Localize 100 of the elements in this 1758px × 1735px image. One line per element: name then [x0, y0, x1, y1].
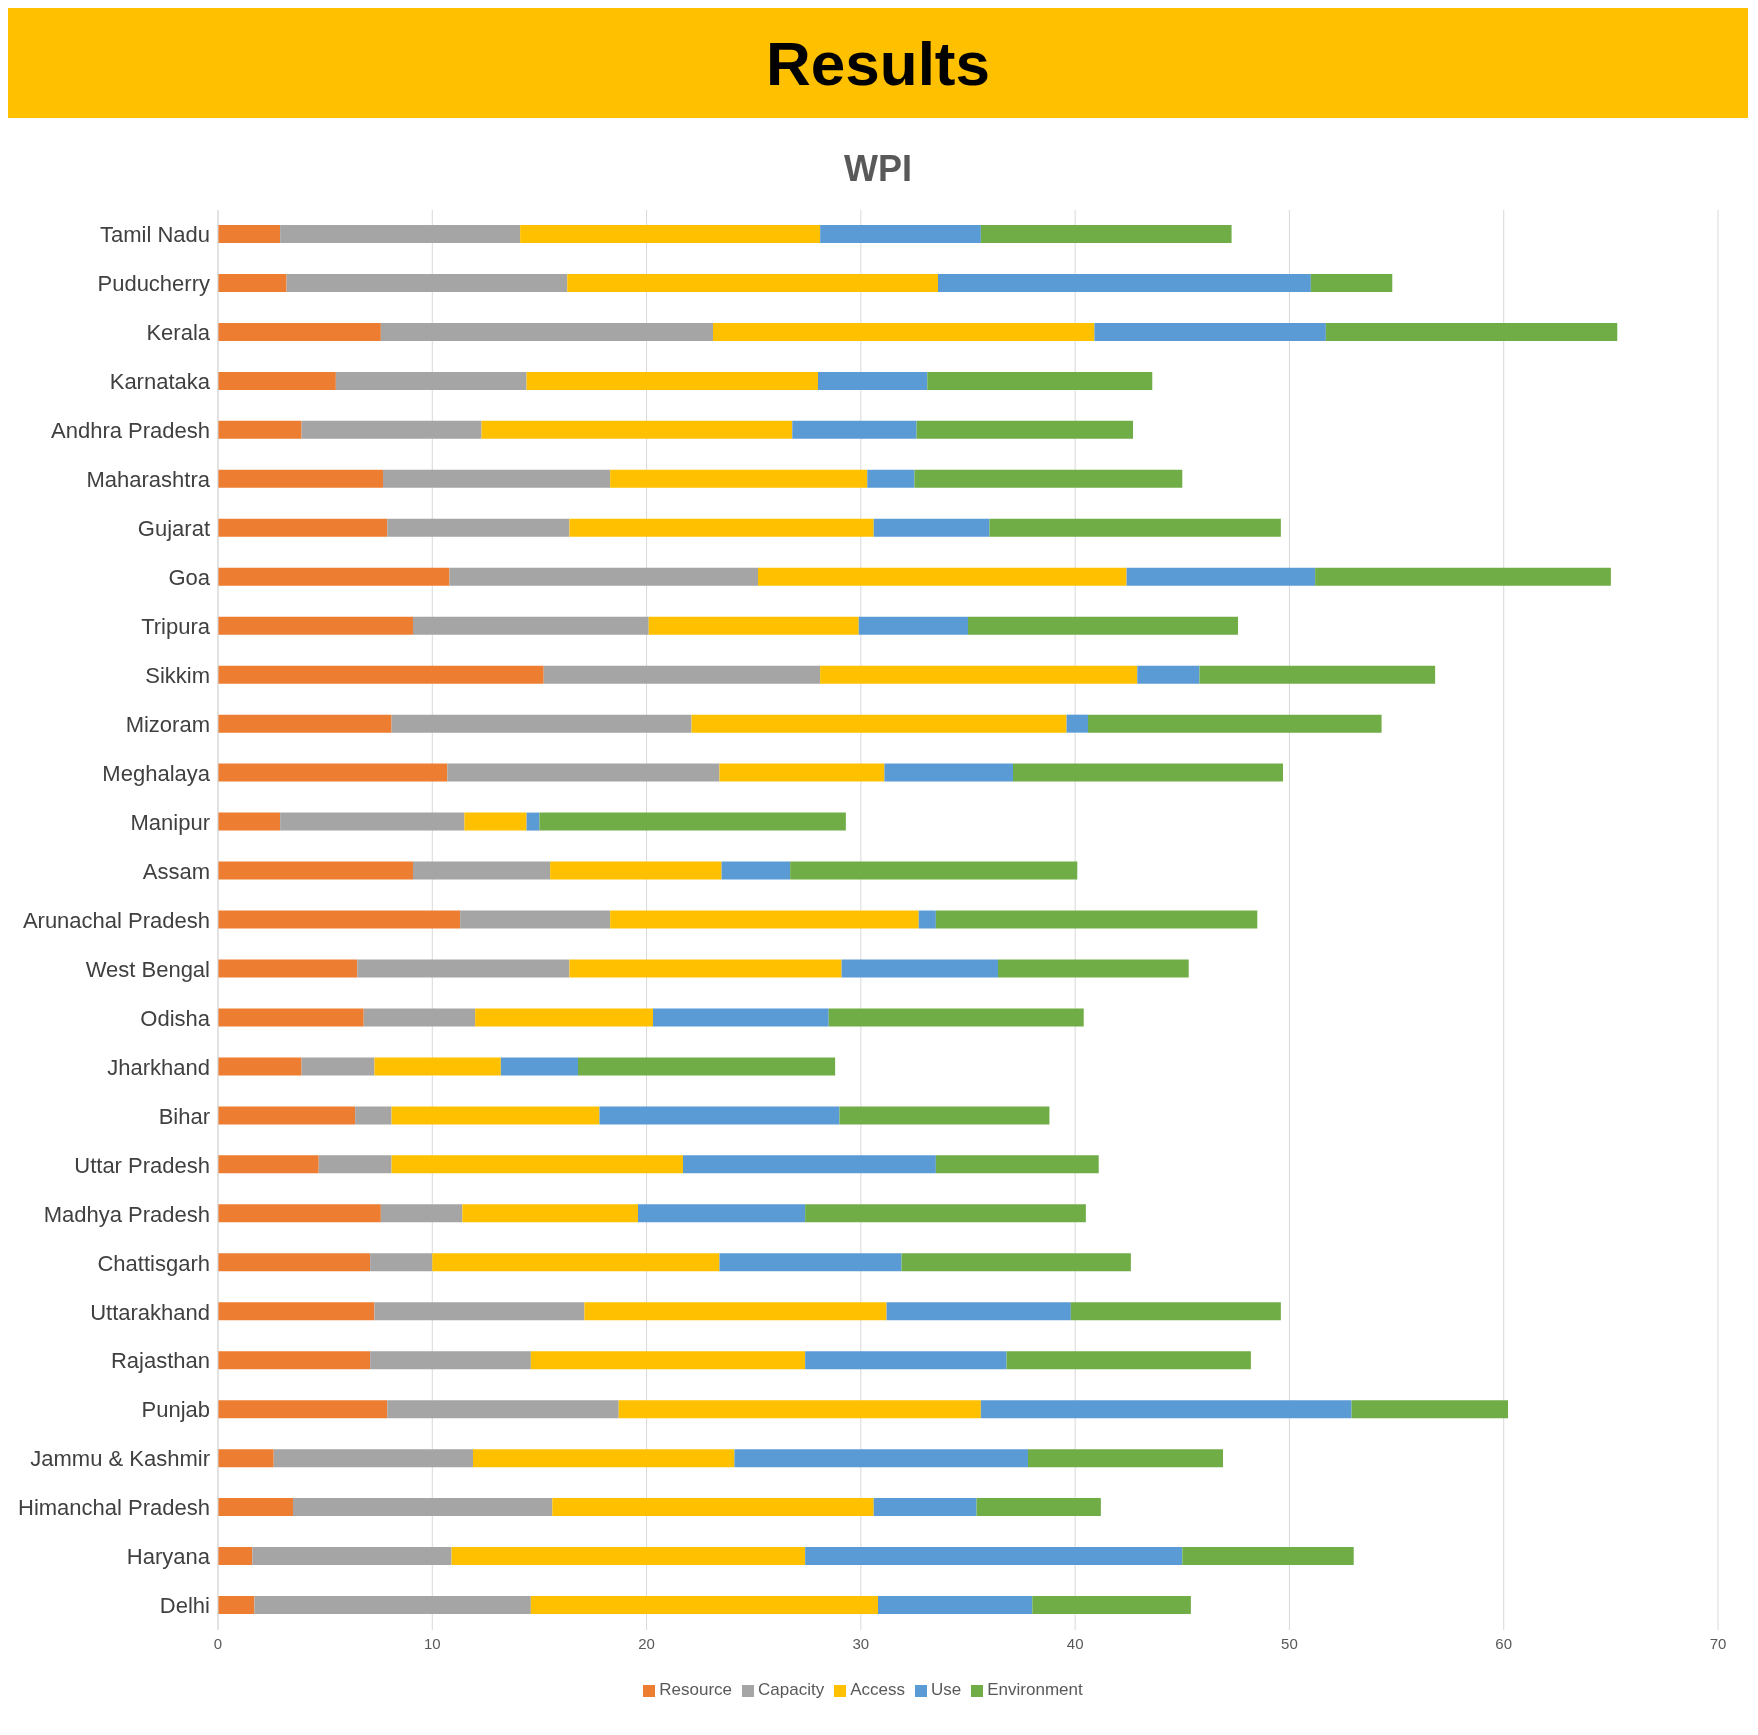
bar [648, 616, 859, 635]
bar [380, 1204, 463, 1223]
bar [719, 763, 885, 782]
y-tick-label: West Bengal [85, 956, 210, 982]
bar [938, 273, 1311, 292]
bar [683, 1155, 936, 1174]
bar [363, 1008, 476, 1027]
bar [391, 1155, 683, 1174]
chart-subtitle: WPI [843, 148, 913, 190]
bar [567, 273, 938, 292]
bar [713, 322, 1095, 341]
y-tick-label: Jammu & Kashmir [30, 1446, 210, 1472]
y-tick-label: Karnataka [109, 369, 211, 395]
y-tick-label: Odisha [140, 1005, 211, 1031]
bar [918, 910, 936, 929]
bar [721, 861, 791, 880]
bar [998, 959, 1189, 978]
y-tick-label: Madhya Pradesh [43, 1201, 210, 1227]
bar [218, 273, 287, 292]
bar [475, 1008, 653, 1027]
bar [218, 1204, 381, 1223]
bar [1199, 665, 1436, 684]
y-tick-label: Puducherry [97, 271, 210, 297]
bar [280, 812, 465, 831]
bar [218, 322, 381, 341]
bar [691, 714, 1067, 733]
bar [1182, 1547, 1354, 1566]
bar [481, 420, 793, 439]
bar [218, 1106, 356, 1125]
bar [927, 371, 1153, 390]
bar [1006, 1351, 1251, 1370]
bar [218, 1449, 274, 1468]
bar [873, 1498, 977, 1517]
bar [413, 616, 649, 635]
bar [464, 812, 527, 831]
bar [550, 861, 722, 880]
bar [451, 1547, 806, 1566]
y-tick-label: Andhra Pradesh [51, 418, 210, 444]
y-tick-label: Meghalaya [102, 760, 211, 786]
bar [218, 1155, 319, 1174]
bar [391, 714, 692, 733]
y-tick-label: Delhi [159, 1593, 210, 1619]
x-tick-label: 30 [852, 1634, 870, 1652]
bar [218, 1400, 388, 1419]
bar [638, 1204, 806, 1223]
bar [383, 469, 611, 488]
y-tick-label: Gujarat [137, 516, 210, 542]
bar [792, 420, 917, 439]
bar [805, 1351, 1007, 1370]
bar [218, 763, 448, 782]
x-tick-label: 20 [638, 1634, 655, 1652]
y-tick-label: Goa [168, 565, 211, 591]
x-tick-label: 10 [423, 1634, 441, 1652]
bar [820, 225, 981, 243]
bar [1088, 714, 1382, 733]
bar [914, 469, 1183, 488]
bar [273, 1449, 473, 1468]
y-tick-label: Tripura [141, 614, 211, 640]
y-tick-label: Uttarakhand [90, 1299, 210, 1325]
bar [293, 1498, 553, 1517]
bar [218, 1596, 255, 1615]
bar [280, 225, 521, 243]
bar [980, 1400, 1352, 1419]
bar [901, 1253, 1131, 1272]
bar [374, 1302, 585, 1321]
bar [218, 616, 413, 635]
bar [805, 1204, 1086, 1223]
bar [218, 1547, 253, 1566]
bar [790, 861, 1078, 880]
bar [976, 1498, 1101, 1517]
legend-label: Access [850, 1680, 906, 1699]
bar [1325, 322, 1618, 341]
bar [370, 1253, 433, 1272]
bar [530, 1596, 878, 1615]
bar [1070, 1302, 1281, 1321]
bar [218, 714, 392, 733]
bar [218, 1351, 371, 1370]
bar [387, 1400, 619, 1419]
bar [218, 861, 413, 880]
bar [758, 567, 1127, 586]
bar [1126, 567, 1316, 586]
bar [884, 763, 1013, 782]
y-tick-label: Tamil Nadu [99, 222, 210, 248]
y-tick-label: Arunachal Pradesh [22, 907, 210, 933]
bar [610, 469, 868, 488]
bar [1013, 763, 1283, 782]
x-tick-label: 70 [1709, 1634, 1727, 1652]
bar [218, 225, 281, 243]
bar [335, 371, 527, 390]
legend-label: Capacity [758, 1680, 825, 1699]
bar [1028, 1449, 1223, 1468]
y-tick-label: Himanchal Pradesh [18, 1495, 210, 1521]
bar [460, 910, 611, 929]
bar [218, 1302, 375, 1321]
bar [432, 1253, 720, 1272]
bar [218, 518, 388, 537]
bar [374, 1057, 501, 1076]
y-tick-label: Jharkhand [107, 1054, 210, 1080]
bar [841, 959, 998, 978]
bar [552, 1498, 874, 1517]
